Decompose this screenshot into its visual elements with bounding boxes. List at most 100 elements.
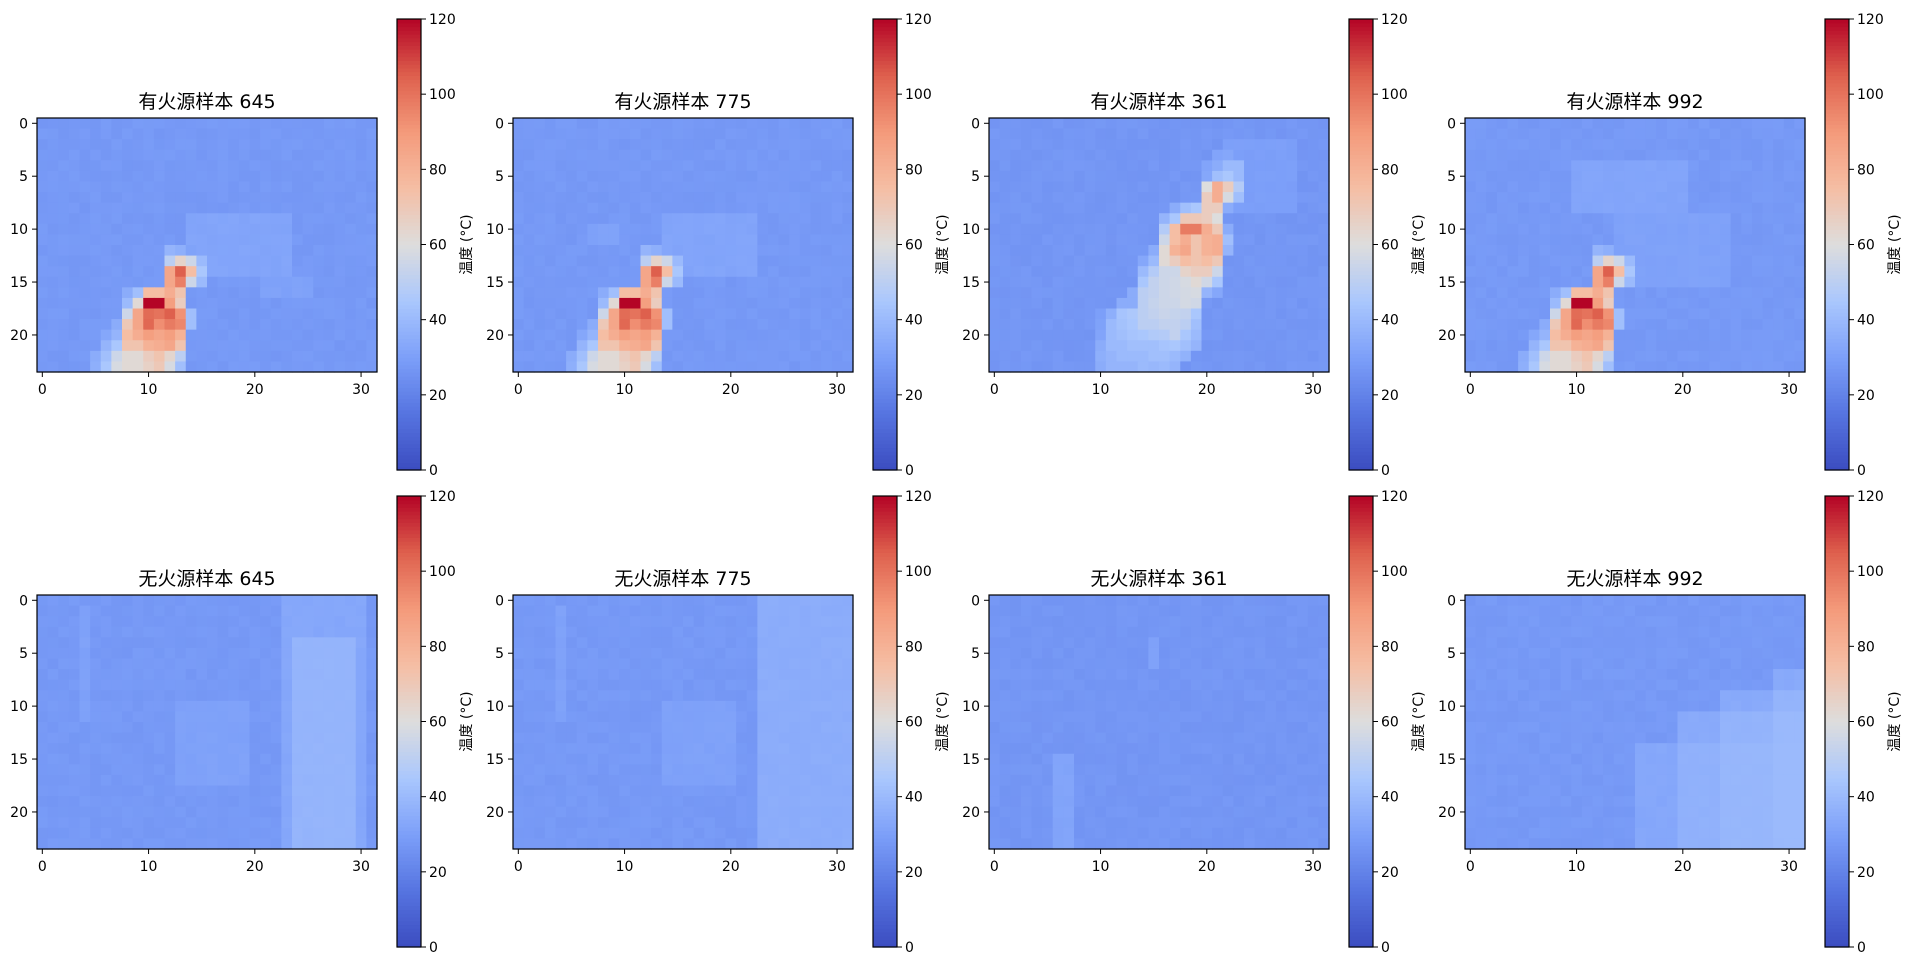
colorbar-segment [1349,135,1373,140]
heatmap-cell [164,690,176,702]
heatmap-cell [185,764,197,776]
heatmap-cell [1475,181,1487,193]
heatmap-cell [111,774,123,787]
heatmap-cell [122,213,134,225]
heatmap-cell [122,764,134,776]
heatmap-cell [736,192,748,204]
heatmap-cell [1645,245,1657,257]
heatmap-cell [1550,308,1562,320]
heatmap-cell [608,213,620,225]
heatmap-cell [334,796,346,808]
y-tick-label: 15 [1438,275,1456,291]
heatmap-cell [270,287,282,299]
heatmap-cell [629,679,642,691]
heatmap-cell [1116,149,1128,161]
heatmap-cell [534,255,546,267]
heatmap-cell [1010,308,1022,320]
colorbar-segment [397,755,421,760]
heatmap-cell [1656,128,1668,140]
heatmap-cell [619,213,631,225]
heatmap-cell [757,679,769,691]
colorbar-segment [1349,225,1373,231]
colorbar-segment [1349,188,1373,193]
heatmap-cell [544,276,557,288]
heatmap-cell [799,616,812,628]
heatmap-cell [270,266,282,278]
heatmap-cell [132,711,144,723]
heatmap-cell [228,128,240,140]
heatmap-cell [260,753,272,765]
heatmap-cell [1010,340,1022,352]
heatmap-cell [1507,319,1519,331]
heatmap-cell [238,743,251,755]
heatmap-cell [281,340,293,352]
colorbar-segment [397,792,421,798]
colorbar-segment [397,635,421,640]
colorbar-segment [1825,466,1849,471]
heatmap-cell [1613,181,1625,193]
heatmap-cell [111,287,123,299]
heatmap-cell [576,595,588,607]
heatmap-cell [576,213,588,225]
heatmap-cell [1550,287,1562,299]
heatmap-cell [1741,149,1753,161]
heatmap-cell [153,329,166,341]
heatmap-cell [260,149,272,161]
heatmap-cell [1254,276,1266,288]
heatmap-cell [1095,213,1107,225]
heatmap-cell [1031,118,1043,130]
colorbar-segment [1349,244,1373,249]
colorbar-segment [397,770,421,775]
colorbar-segment [873,225,897,231]
heatmap-cell [185,732,197,744]
heatmap-cell [323,806,336,818]
colorbar-segment [1825,176,1849,182]
heatmap-cell [143,722,155,734]
heatmap-cell [1624,149,1636,161]
heatmap-cell [1307,297,1319,310]
heatmap-cell [576,616,588,628]
y-tick-label: 20 [10,805,28,821]
heatmap-cell [334,340,346,352]
heatmap-cell [1688,319,1700,331]
heatmap-cell [1212,181,1224,193]
heatmap-cell [260,223,272,236]
heatmap-cell [1571,192,1583,204]
heatmap-cell [778,170,790,183]
heatmap-cell [714,350,727,363]
heatmap-cell [238,616,251,628]
heatmap-cell [1105,319,1118,331]
heatmap-cell [757,149,769,161]
heatmap-cell [789,626,801,638]
colorbar-segment [1349,297,1373,302]
heatmap-cell [1709,139,1721,151]
colorbar-segment [397,898,421,903]
heatmap-cell [185,658,197,670]
heatmap-cell [302,817,314,829]
heatmap-cell [768,319,780,331]
heatmap-cell [683,626,695,638]
heatmap-cell [598,626,610,638]
colorbar-segment [1349,372,1373,377]
heatmap-cell [1475,202,1487,214]
heatmap-cell [576,223,588,236]
heatmap-cell [598,287,610,299]
heatmap-cell [1020,192,1033,204]
heatmap-cell [672,223,684,236]
heatmap-cell [651,160,663,172]
heatmap-cell [292,234,304,246]
heatmap-cell [1201,128,1213,140]
heatmap-cell [555,669,567,681]
heatmap-cell [58,245,70,257]
heatmap-cell [1528,329,1540,341]
colorbar-segment [873,41,897,46]
heatmap-cell [281,170,293,183]
heatmap-cell [513,287,525,299]
heatmap-cell [58,149,70,161]
colorbar-segment [873,180,897,185]
heatmap-cell [185,192,197,204]
heatmap-cell [58,350,70,363]
heatmap-cell [1095,255,1107,267]
heatmap-cell [1190,202,1203,214]
heatmap-cell [799,319,812,331]
